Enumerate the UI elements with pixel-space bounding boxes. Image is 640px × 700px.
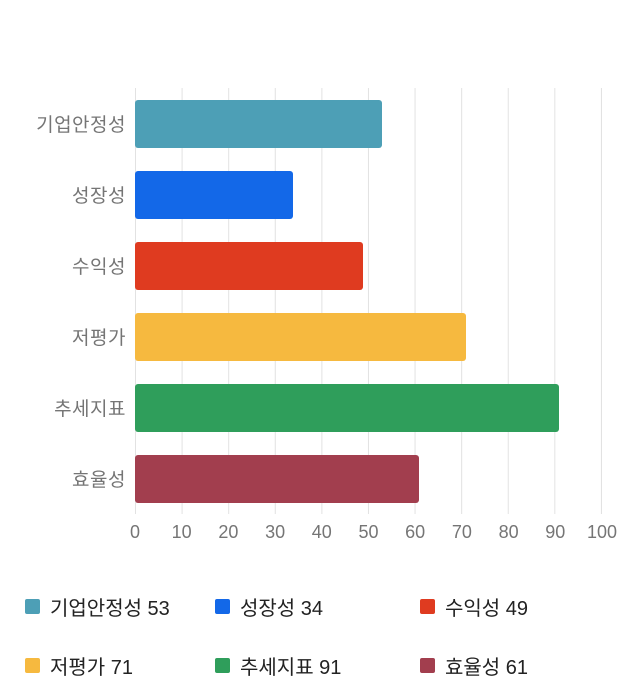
chart-row: 성장성 xyxy=(0,159,640,230)
x-tick-label: 10 xyxy=(171,522,192,542)
legend-swatch-icon xyxy=(25,658,40,673)
x-tick-label: 90 xyxy=(545,522,566,542)
x-tick-label: 30 xyxy=(265,522,286,542)
legend-label: 수익성 49 xyxy=(445,598,529,620)
legend-swatch-icon xyxy=(215,658,230,673)
legend-label: 저평가 71 xyxy=(50,657,134,679)
category-label: 수익성 xyxy=(72,257,126,278)
x-tick-label: 100 xyxy=(586,522,618,542)
x-tick-label: 40 xyxy=(311,522,332,542)
legend-label: 효율성 61 xyxy=(445,657,529,679)
chart-row: 추세지표 xyxy=(0,372,640,443)
legend-item-stability: 기업안정성 53 xyxy=(25,592,215,621)
bar-undervaluation xyxy=(135,312,466,361)
plot-track xyxy=(135,372,602,443)
x-tick-label: 50 xyxy=(358,522,379,542)
legend-swatch-icon xyxy=(25,599,40,614)
legend-item-profitability: 수익성 49 xyxy=(420,592,640,621)
legend-swatch-icon xyxy=(420,658,435,673)
plot-track xyxy=(135,88,602,159)
x-tick-label: 70 xyxy=(451,522,472,542)
plot-track xyxy=(135,230,602,301)
x-axis: 0 10 20 30 40 50 60 70 80 90 100 xyxy=(0,514,640,548)
bar-growth xyxy=(135,170,294,219)
legend-item-growth: 성장성 34 xyxy=(215,592,420,621)
legend-label: 성장성 34 xyxy=(240,598,324,620)
x-tick-label: 20 xyxy=(218,522,239,542)
bar-stability xyxy=(135,99,382,148)
legend-swatch-icon xyxy=(420,599,435,614)
chart-row: 효율성 xyxy=(0,443,640,514)
chart-row: 저평가 xyxy=(0,301,640,372)
bar-trend xyxy=(135,383,560,432)
bar-profitability xyxy=(135,241,364,290)
x-tick-label: 0 xyxy=(129,522,141,542)
legend-item-efficiency: 효율성 61 xyxy=(420,651,640,680)
chart-row: 기업안정성 xyxy=(0,88,640,159)
chart-legend: 기업안정성 53 성장성 34 수익성 49 저평가 71 추세지표 91 효율… xyxy=(0,592,640,680)
plot-track xyxy=(135,443,602,514)
legend-label: 기업안정성 53 xyxy=(50,598,170,620)
bar-chart: 기업안정성 성장성 수익성 저평가 추세지표 xyxy=(0,88,640,548)
category-label: 기업안정성 xyxy=(36,115,126,136)
category-label: 추세지표 xyxy=(54,399,126,420)
category-label: 효율성 xyxy=(72,470,126,491)
category-label: 저평가 xyxy=(72,328,126,349)
x-tick-label: 60 xyxy=(405,522,426,542)
chart-row: 수익성 xyxy=(0,230,640,301)
axis-track: 0 10 20 30 40 50 60 70 80 90 100 xyxy=(130,514,617,548)
legend-item-undervaluation: 저평가 71 xyxy=(25,651,215,680)
axis-spacer xyxy=(0,514,135,548)
legend-label: 추세지표 91 xyxy=(240,657,342,679)
plot-track xyxy=(135,159,602,230)
legend-swatch-icon xyxy=(215,599,230,614)
plot-track xyxy=(135,301,602,372)
x-tick-label: 80 xyxy=(498,522,519,542)
category-label: 성장성 xyxy=(72,186,126,207)
legend-item-trend: 추세지표 91 xyxy=(215,651,420,680)
bar-efficiency xyxy=(135,454,420,503)
